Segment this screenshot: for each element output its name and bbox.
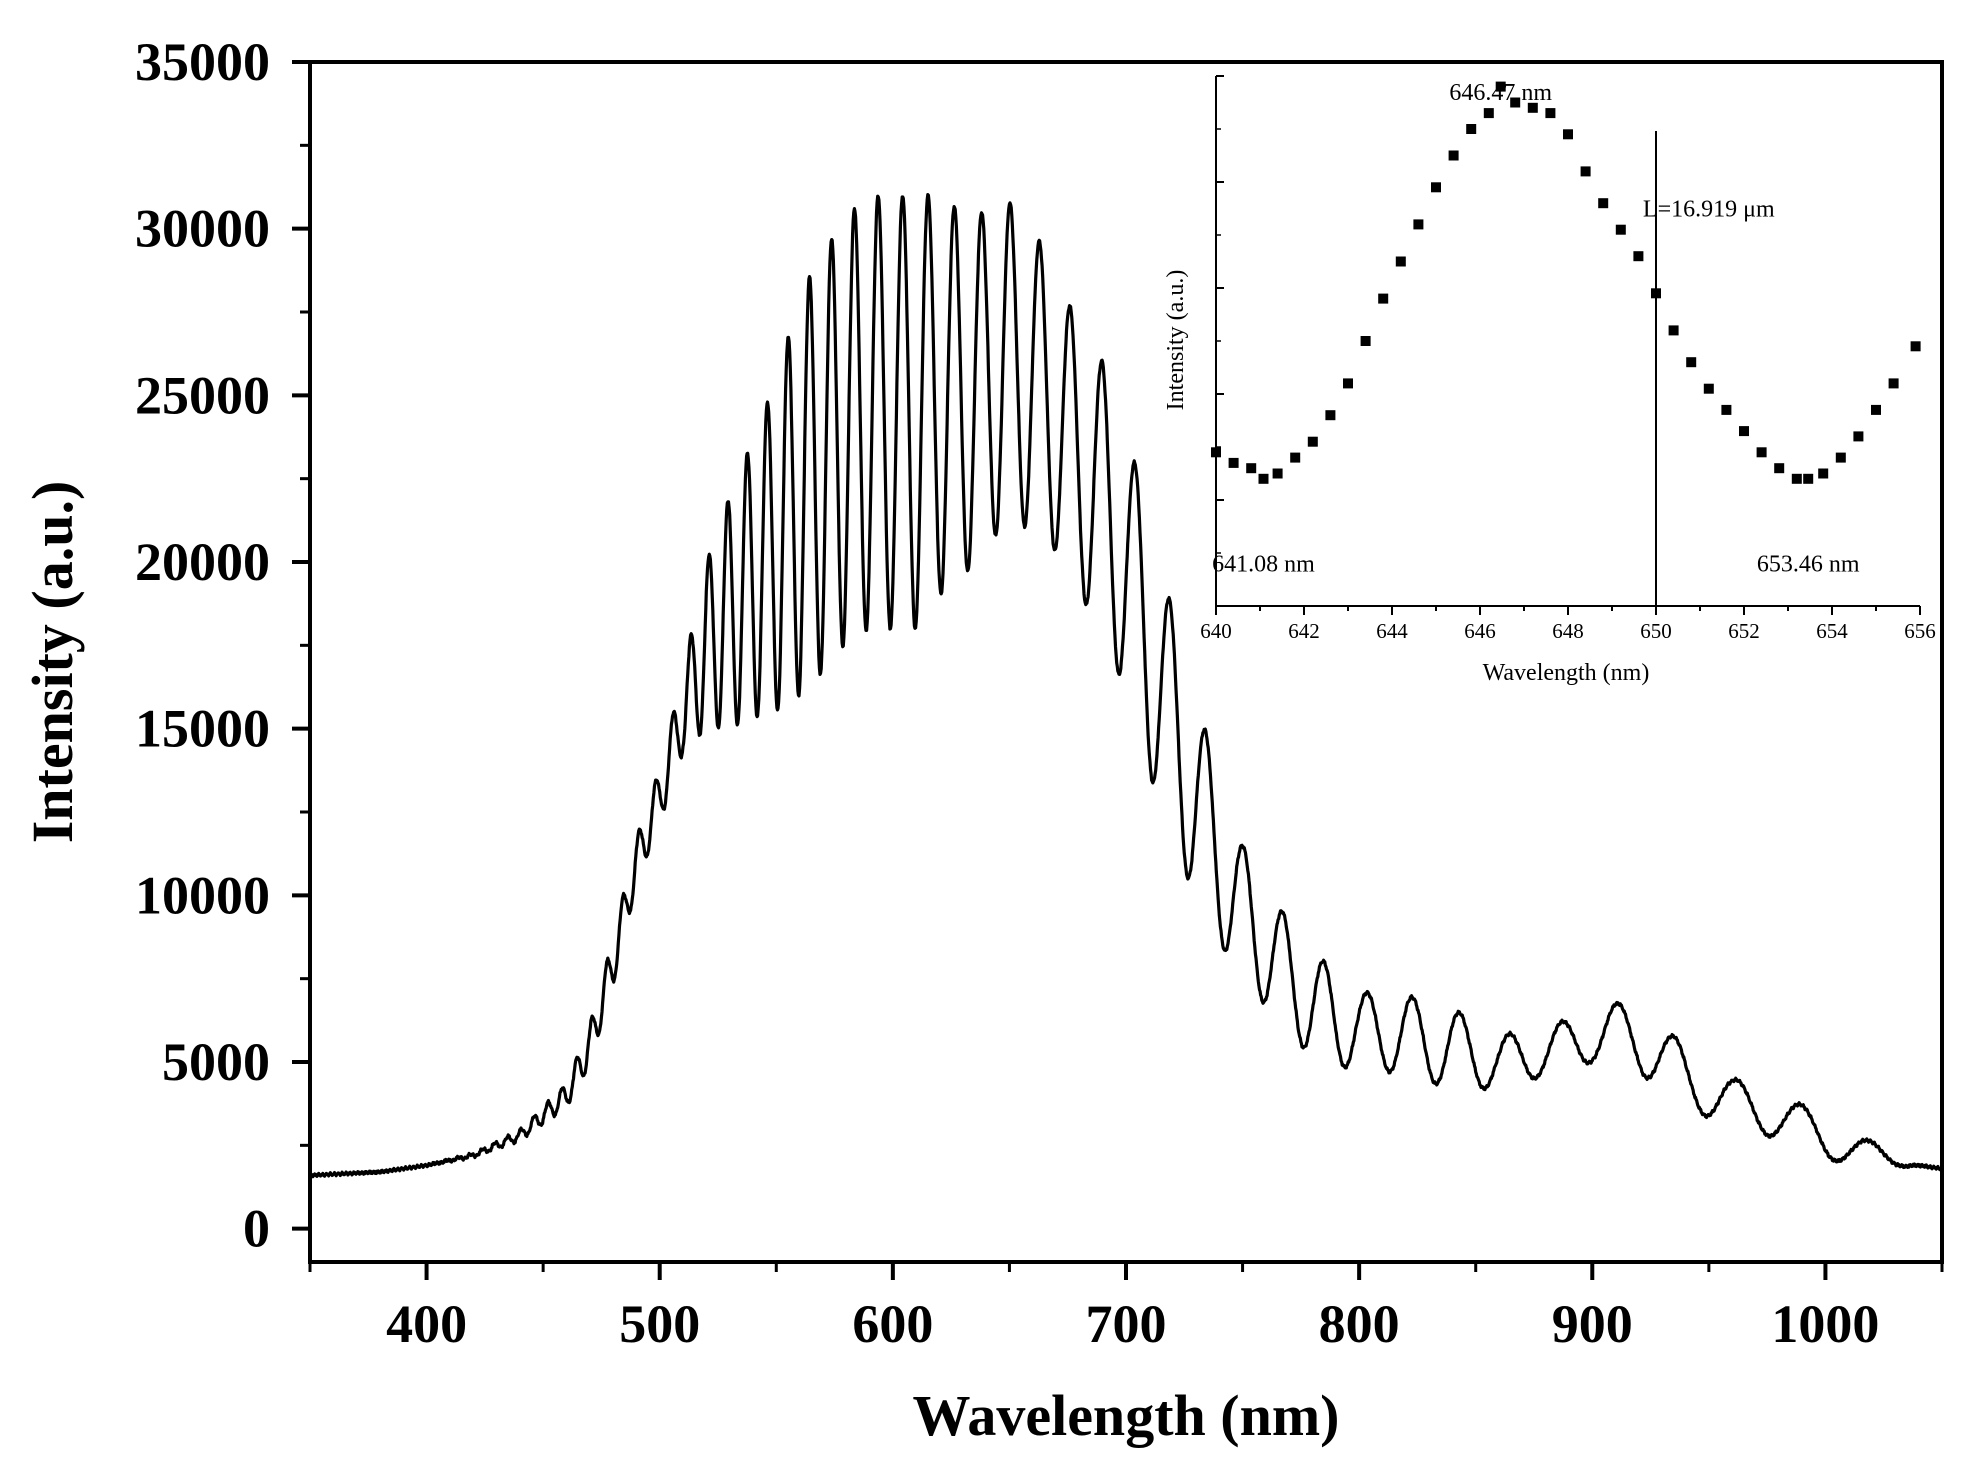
inset-data-point [1668,325,1679,336]
inset-data-point [1413,219,1424,230]
inset-annotation-label: L=16.919 μm [1643,197,1775,223]
inset-x-tick-label: 654 [1816,619,1848,643]
inset-axis-tick-labels: 640 642 644 646 648 650 652 654 656 [1200,619,1936,643]
inset-data-point [1246,463,1257,474]
inset-data-point [1527,102,1538,113]
inset-data-point [1756,447,1767,458]
inset-x-tick-label: 646 [1464,619,1496,643]
inset-data-point [1871,404,1881,415]
inset-data-point [1774,463,1785,474]
inset-data-point [1888,378,1899,389]
inset-data-point [1290,452,1301,463]
main-y-axis-title: Intensity (a.u.) [20,481,85,844]
inset-data-point [1686,357,1697,368]
inset-data-point [1818,468,1829,479]
main-y-tick-label: 25000 [135,365,270,425]
inset-series-group [1211,81,1921,484]
inset-data-point [1615,224,1626,235]
main-y-tick-label: 20000 [135,532,270,592]
inset-data-point [1325,410,1336,421]
inset-data-point [1378,293,1389,304]
inset-x-tick-label: 656 [1904,619,1936,643]
inset-annotation-label: 646.47 nm [1449,80,1552,106]
inset-y-axis-title: Intensity (a.u.) [1163,270,1189,411]
inset-x-tick-label: 650 [1640,619,1672,643]
inset-data-point [1545,108,1556,119]
main-y-tick-label: 15000 [135,699,270,759]
inset-x-tick-label: 652 [1728,619,1760,643]
inset-data-point [1466,124,1477,134]
main-y-tick-label: 35000 [135,32,270,92]
inset-data-point [1703,383,1714,394]
main-series-group [309,193,1944,1179]
inset-data-point [1395,256,1406,267]
inset-data-point [1510,97,1521,108]
inset-data-point [1803,473,1814,484]
inset-data-point [1228,457,1239,468]
inset-data-point [1448,150,1459,161]
inset-annotations: 646.47 nm L=16.919 μm 641.08 nm 653.46 nm [1212,80,1860,578]
main-x-tick-label: 600 [852,1294,933,1354]
inset-annotation-label: 653.46 nm [1757,552,1860,578]
inset-x-axis-title: Wavelength (nm) [1483,660,1650,686]
inset-data-point [1910,341,1921,352]
inset-x-tick-label: 640 [1200,619,1232,643]
main-x-tick-label: 1000 [1771,1294,1879,1354]
inset-data-point [1258,473,1269,484]
main-spectrum-line [309,193,1944,1179]
inset-data-point [1307,436,1318,447]
inset-x-tick-label: 644 [1376,619,1408,643]
main-x-tick-label: 700 [1086,1294,1167,1354]
main-axis-ticks [292,60,1944,1280]
inset-data-point [1651,288,1661,299]
main-y-tick-label: 5000 [162,1032,270,1092]
inset-data-point [1580,166,1591,177]
inset-data-point [1563,129,1573,140]
inset-data-point [1343,378,1353,389]
inset-data-point [1495,81,1506,92]
inset-data-point [1853,431,1864,442]
inset-data-point [1211,447,1221,458]
main-y-tick-label: 10000 [135,865,270,925]
main-x-tick-label: 400 [386,1294,467,1354]
main-y-tick-label: 0 [243,1199,270,1259]
inset-data-point [1598,198,1609,209]
inset-background [1216,76,1920,606]
main-x-tick-label: 900 [1552,1294,1633,1354]
inset-x-tick-label: 642 [1288,619,1320,643]
inset-data-point [1272,468,1283,479]
main-x-tick-label: 500 [619,1294,700,1354]
main-x-axis-title: Wavelength (nm) [913,1383,1340,1448]
inset-data-point [1739,426,1749,437]
inset-data-point [1431,182,1441,193]
inset-data-point [1633,251,1644,262]
main-y-tick-label: 30000 [135,199,270,259]
inset-x-tick-label: 648 [1552,619,1584,643]
inset-axis-ticks [1215,75,1921,615]
inset-data-point [1360,336,1371,346]
inset-data-point [1835,452,1846,463]
inset-data-point [1791,473,1802,484]
main-x-tick-label: 800 [1319,1294,1400,1354]
inset-data-point [1483,108,1494,119]
main-axis-tick-labels: 400 500 600 700 800 900 1000050001000015000200… [135,32,1879,1354]
inset-data-point [1721,404,1732,415]
inset-annotation-label: 641.08 nm [1212,552,1315,578]
